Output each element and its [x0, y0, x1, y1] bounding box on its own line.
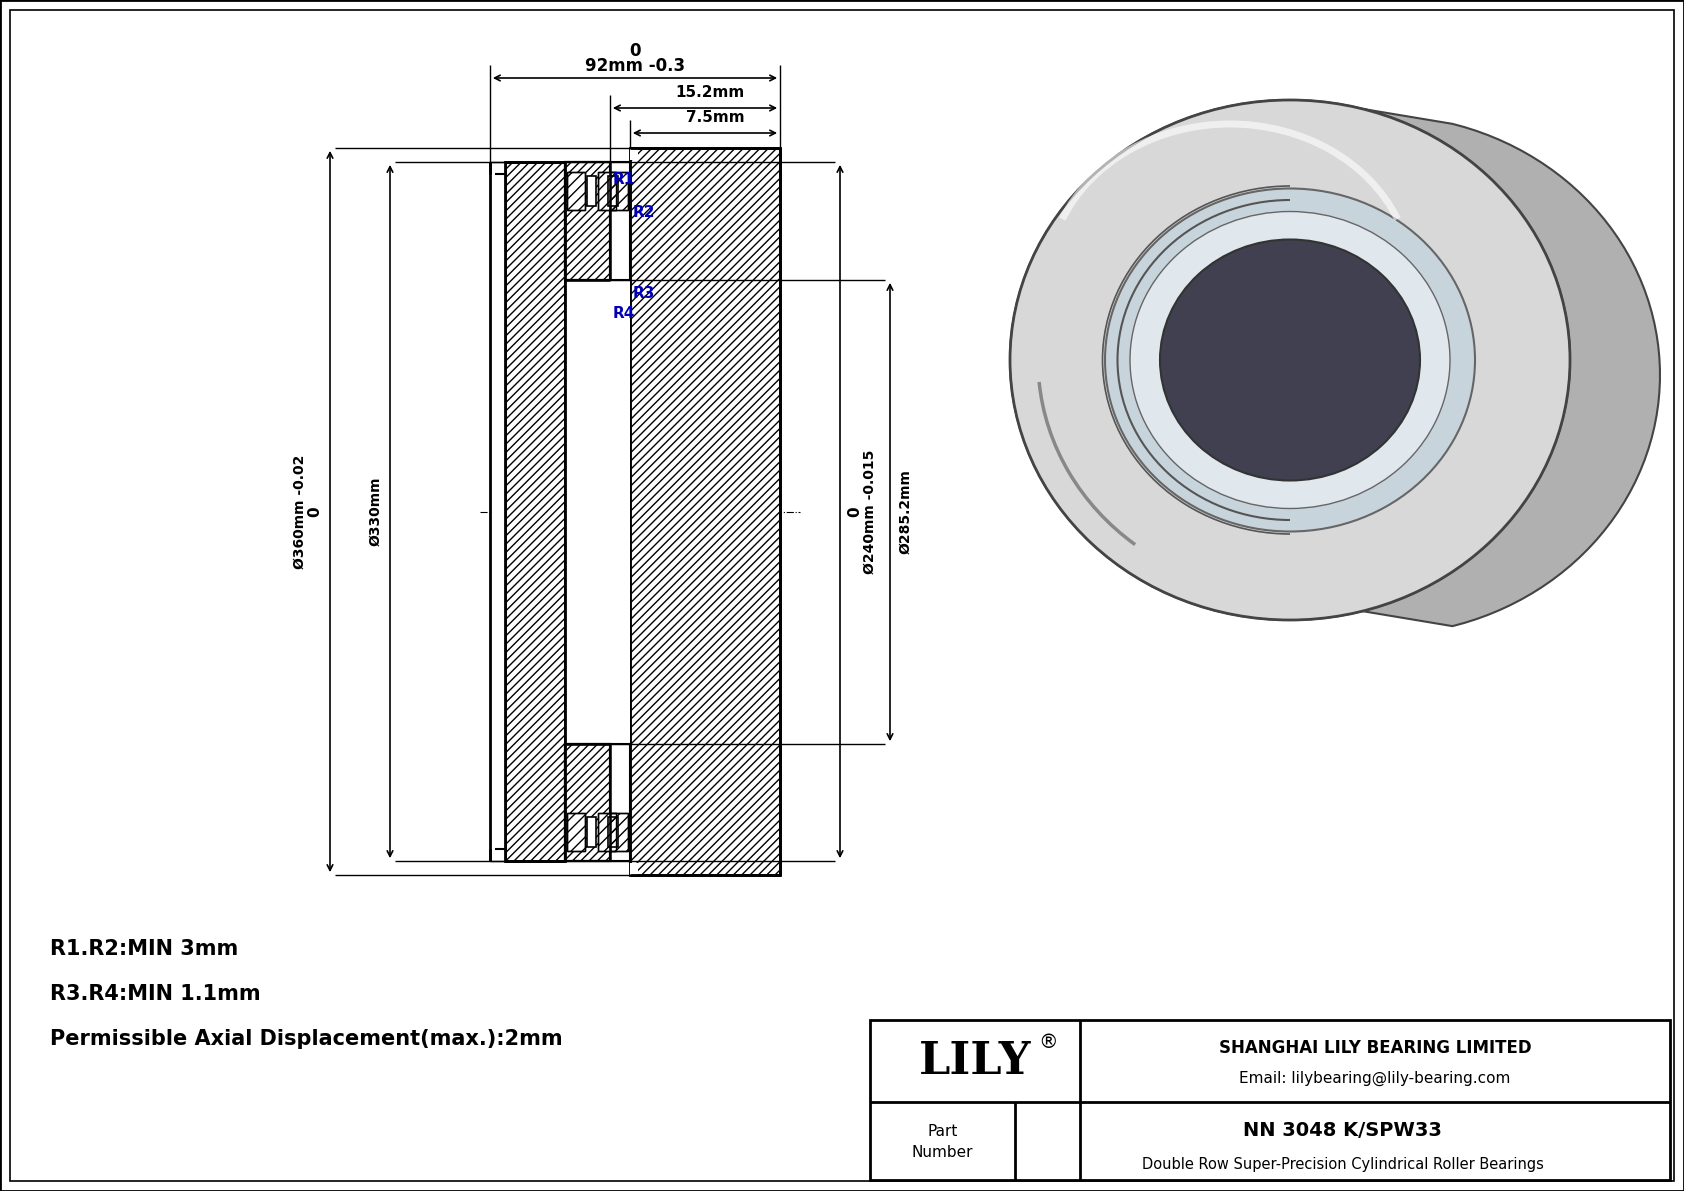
Text: 0: 0 [630, 42, 640, 60]
Polygon shape [608, 817, 618, 847]
Polygon shape [1324, 244, 1511, 491]
Polygon shape [598, 172, 616, 210]
Ellipse shape [1160, 239, 1420, 480]
Text: 0: 0 [308, 506, 323, 517]
Ellipse shape [1160, 239, 1420, 480]
Text: Permissible Axial Displacement(max.):2mm: Permissible Axial Displacement(max.):2mm [51, 1029, 562, 1049]
Text: Ø360mm -0.02: Ø360mm -0.02 [293, 454, 306, 568]
Text: Email: lilybearing@lily-bearing.com: Email: lilybearing@lily-bearing.com [1239, 1071, 1511, 1086]
Text: SHANGHAI LILY BEARING LIMITED: SHANGHAI LILY BEARING LIMITED [1219, 1039, 1531, 1056]
Text: ®: ® [1039, 1033, 1058, 1052]
Text: R3: R3 [633, 286, 655, 301]
Polygon shape [566, 744, 630, 861]
Ellipse shape [1010, 100, 1569, 621]
Text: R1: R1 [613, 172, 635, 187]
Polygon shape [588, 817, 596, 847]
Text: Double Row Super-Precision Cylindrical Roller Bearings: Double Row Super-Precision Cylindrical R… [1142, 1156, 1544, 1172]
Text: R2: R2 [633, 205, 655, 220]
Ellipse shape [1010, 100, 1569, 621]
Polygon shape [568, 813, 584, 852]
Polygon shape [566, 744, 610, 861]
Ellipse shape [1130, 212, 1450, 509]
Polygon shape [630, 148, 780, 875]
Polygon shape [1362, 108, 1660, 626]
Text: Ø285.2mm: Ø285.2mm [898, 469, 913, 555]
Text: R1.R2:MIN 3mm: R1.R2:MIN 3mm [51, 939, 237, 959]
Bar [871, 1019, 1671, 1180]
Text: NN 3048 K/SPW33: NN 3048 K/SPW33 [1243, 1121, 1442, 1140]
Polygon shape [490, 162, 505, 861]
Polygon shape [610, 172, 628, 210]
Text: 92mm -0.3: 92mm -0.3 [584, 57, 685, 75]
Polygon shape [568, 172, 584, 210]
Ellipse shape [1120, 202, 1460, 518]
Polygon shape [610, 813, 628, 852]
Text: 15.2mm: 15.2mm [675, 85, 744, 100]
Text: LILY: LILY [919, 1041, 1031, 1084]
Polygon shape [505, 162, 566, 861]
Polygon shape [566, 162, 610, 280]
Text: 0: 0 [847, 506, 862, 517]
Polygon shape [588, 176, 596, 206]
Text: 7.5mm: 7.5mm [685, 110, 744, 125]
Polygon shape [566, 280, 630, 744]
Polygon shape [566, 162, 630, 280]
Text: R4: R4 [613, 306, 635, 322]
Text: Ø240mm -0.015: Ø240mm -0.015 [862, 449, 877, 574]
Text: R3.R4:MIN 1.1mm: R3.R4:MIN 1.1mm [51, 984, 261, 1004]
Polygon shape [598, 813, 616, 852]
Polygon shape [630, 863, 638, 875]
Polygon shape [630, 148, 638, 160]
Ellipse shape [1105, 188, 1475, 531]
Polygon shape [608, 176, 618, 206]
Text: Ø330mm: Ø330mm [369, 476, 382, 547]
Text: Part
Number: Part Number [911, 1124, 973, 1160]
Polygon shape [950, 50, 1671, 750]
